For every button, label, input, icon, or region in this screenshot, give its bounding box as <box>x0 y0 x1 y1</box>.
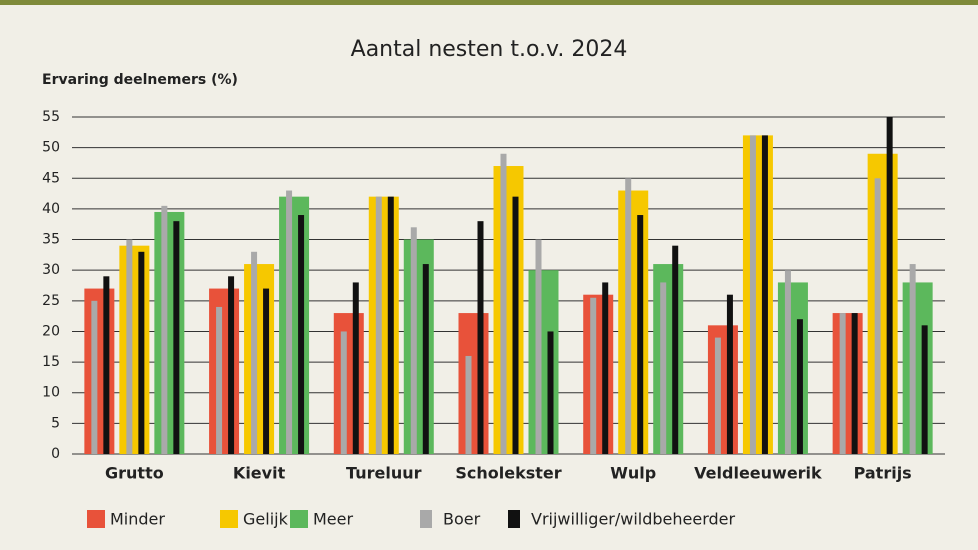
overlay-bar <box>851 313 858 454</box>
overlay-bar <box>126 239 133 454</box>
y-tick-label: 10 <box>42 385 60 401</box>
overlay-bar <box>410 227 417 454</box>
top-stripe <box>0 0 978 5</box>
bar <box>458 313 489 454</box>
overlay-bar <box>749 135 756 454</box>
overlay-bar <box>660 282 667 454</box>
x-tick-label: Kievit <box>233 464 286 483</box>
overlay-bar <box>251 251 258 454</box>
overlay-bar <box>761 135 768 454</box>
bar <box>493 166 524 454</box>
overlay-bar <box>921 325 928 454</box>
bar <box>368 196 399 454</box>
bar <box>403 239 434 454</box>
y-tick-label: 15 <box>42 354 60 370</box>
overlay-bar <box>796 319 803 454</box>
overlay-bar <box>637 215 644 454</box>
overlay-bar <box>422 264 429 454</box>
overlay-bar <box>340 331 347 454</box>
x-tick-label: Wulp <box>610 464 656 483</box>
y-tick-label: 5 <box>51 415 60 431</box>
bar <box>333 313 364 454</box>
overlay-bar <box>512 196 519 454</box>
y-tick-label: 30 <box>42 262 60 278</box>
x-tick-label: Patrijs <box>854 464 912 483</box>
x-tick-label: Grutto <box>105 464 164 483</box>
legend-swatch <box>220 510 238 528</box>
overlay-bar <box>298 215 305 454</box>
y-tick-label: 20 <box>42 323 60 339</box>
bar <box>742 135 773 454</box>
legend-swatch <box>87 510 105 528</box>
overlay-bar <box>535 239 542 454</box>
legend-label: Vrijwilliger/wildbeheerder <box>531 510 736 529</box>
legend-label: Minder <box>110 510 165 529</box>
bar <box>154 211 185 454</box>
overlay-bar <box>602 282 609 454</box>
y-tick-label: 50 <box>42 140 60 156</box>
bar <box>583 294 614 454</box>
y-tick-label: 25 <box>42 293 60 309</box>
overlay-bar <box>161 205 168 454</box>
overlay-bar <box>547 331 554 454</box>
overlay-bar <box>138 251 145 454</box>
legend-label: Boer <box>443 510 481 529</box>
bar <box>832 313 863 454</box>
overlay-bar <box>375 196 382 454</box>
bar <box>867 153 898 454</box>
overlay-bar <box>886 117 893 454</box>
x-tick-label: Scholekster <box>455 464 561 483</box>
bar <box>209 288 240 454</box>
bar <box>244 264 275 454</box>
overlay-bar <box>465 355 472 454</box>
overlay-bar <box>714 337 721 454</box>
overlay-bar <box>726 294 733 454</box>
overlay-bar <box>839 313 846 454</box>
legend-swatch <box>420 510 432 528</box>
overlay-bar <box>477 221 484 454</box>
legend-label: Gelijk <box>243 510 289 529</box>
overlay-bar <box>263 288 270 454</box>
chart-title: Aantal nesten t.o.v. 2024 <box>351 37 628 62</box>
x-tick-label: Tureluur <box>346 464 422 483</box>
overlay-bar <box>216 306 223 454</box>
overlay-bar <box>784 270 791 454</box>
legend-swatch <box>508 510 520 528</box>
y-tick-label: 55 <box>42 109 60 125</box>
bar <box>653 264 684 454</box>
bar <box>618 190 649 454</box>
y-tick-label: 0 <box>51 446 60 462</box>
overlay-bar <box>590 297 597 454</box>
bar <box>279 196 310 454</box>
bar <box>707 325 738 454</box>
overlay-bar <box>387 196 394 454</box>
overlay-bar <box>173 221 180 454</box>
x-tick-label: Veldleeuwerik <box>694 464 822 483</box>
y-tick-label: 35 <box>42 232 60 248</box>
y-axis-label: Ervaring deelnemers (%) <box>42 72 238 88</box>
y-tick-label: 40 <box>42 201 60 217</box>
overlay-bar <box>286 190 293 454</box>
overlay-bar <box>874 178 881 455</box>
bar <box>902 282 933 454</box>
bar <box>528 270 559 454</box>
overlay-bar <box>672 245 679 454</box>
overlay-bar <box>909 264 916 454</box>
overlay-bar <box>103 276 110 454</box>
overlay-bar <box>625 178 632 455</box>
overlay-bar <box>228 276 235 454</box>
overlay-bar <box>352 282 359 454</box>
bar <box>119 245 150 454</box>
y-tick-label: 45 <box>42 170 60 186</box>
bar <box>84 288 115 454</box>
bar <box>777 282 808 454</box>
legend-swatch <box>290 510 308 528</box>
legend-label: Meer <box>313 510 353 529</box>
overlay-bar <box>500 153 507 454</box>
overlay-bar <box>91 300 98 454</box>
